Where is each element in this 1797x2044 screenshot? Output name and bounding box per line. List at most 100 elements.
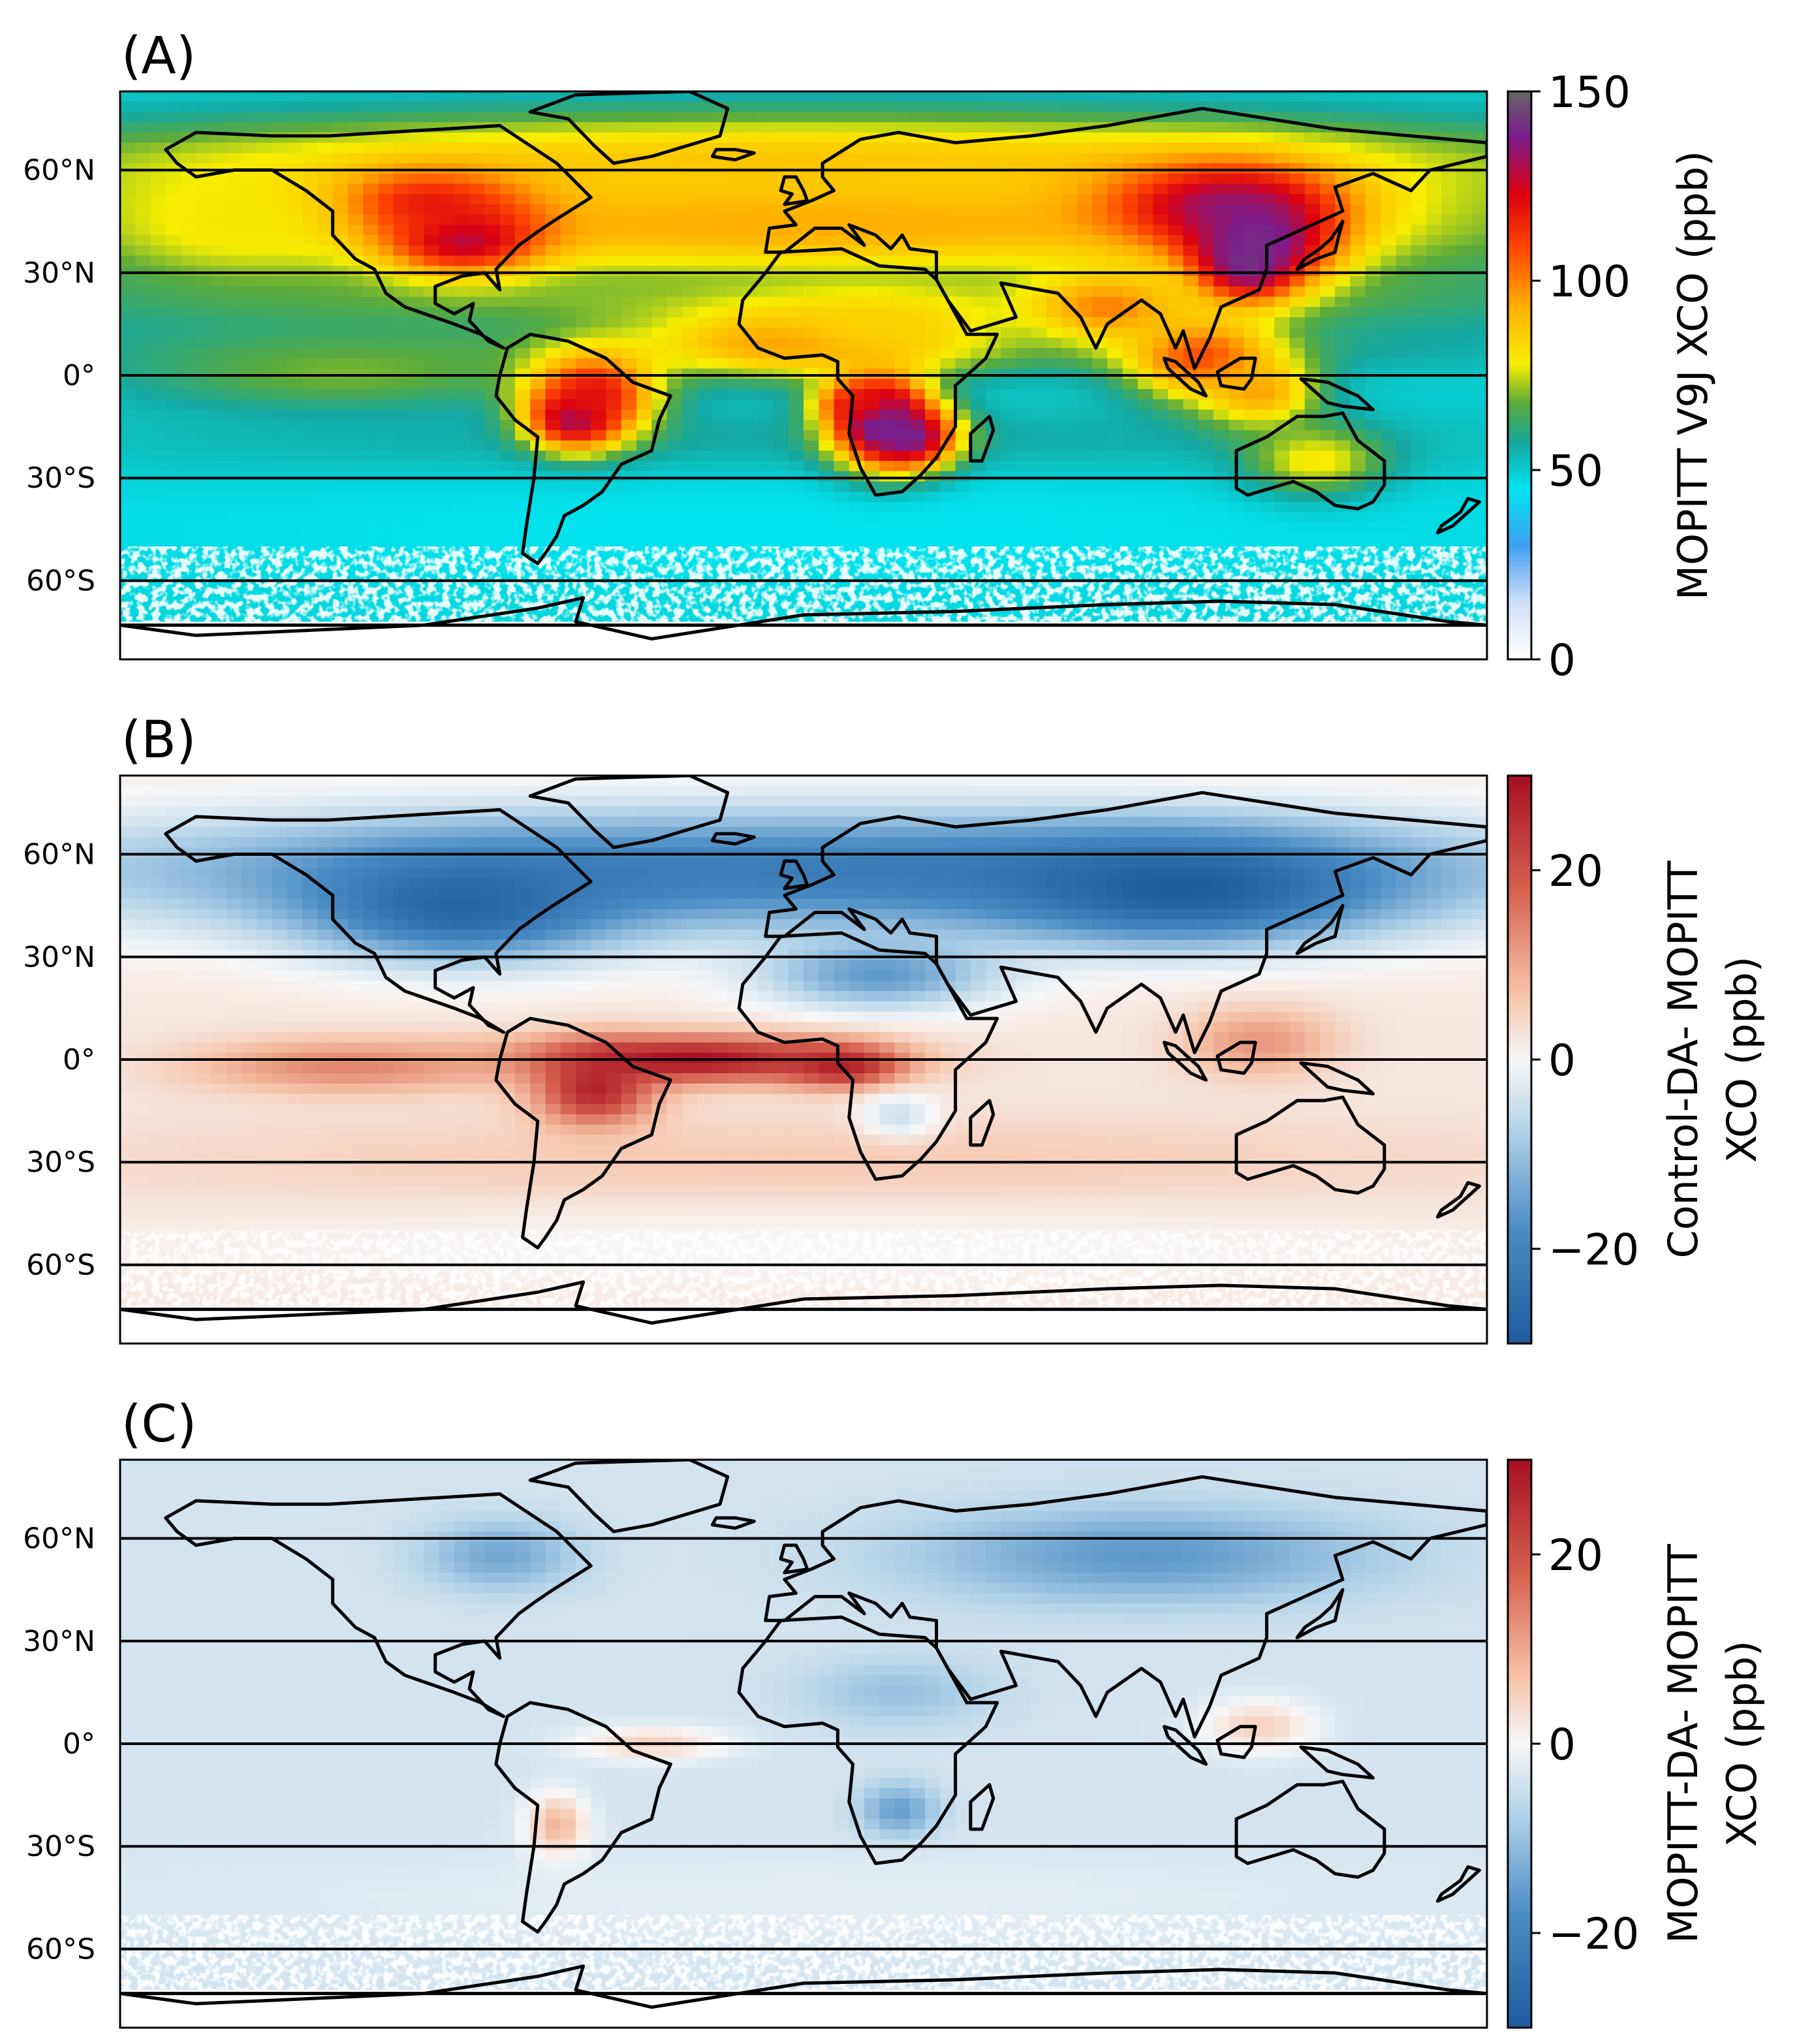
heatmap-cell <box>651 194 668 205</box>
heatmap-cell <box>150 358 166 369</box>
heatmap-cell <box>804 163 819 174</box>
heatmap-cell <box>302 286 319 297</box>
heatmap-cell <box>424 471 440 482</box>
heatmap-cell <box>545 307 561 318</box>
heatmap-cell <box>636 194 652 205</box>
heatmap-cell <box>742 776 758 787</box>
heatmap-cell <box>211 307 227 318</box>
heatmap-cell <box>469 235 485 246</box>
heatmap-cell <box>226 461 242 472</box>
heatmap-cell <box>955 358 971 369</box>
heatmap-cell <box>1441 420 1458 431</box>
heatmap-cell <box>666 420 683 431</box>
heatmap-cell <box>576 389 591 400</box>
heatmap-cell <box>1441 409 1458 420</box>
heatmap-cell <box>712 163 728 174</box>
heatmap-cell <box>484 204 501 215</box>
heatmap-cell <box>576 461 591 472</box>
heatmap-cell <box>1456 214 1473 225</box>
heatmap-cell <box>1137 327 1153 338</box>
heatmap-cell <box>879 142 896 153</box>
heatmap-cell <box>804 533 819 544</box>
heatmap-cell <box>1168 471 1184 482</box>
heatmap-cell <box>986 163 1002 174</box>
heatmap-cell <box>651 276 668 287</box>
heatmap-cell <box>226 358 242 369</box>
heatmap-cell <box>181 183 196 195</box>
heatmap-cell <box>120 512 136 523</box>
heatmap-cell <box>287 286 303 297</box>
heatmap-cell <box>986 776 1002 787</box>
heatmap-cell <box>1274 358 1290 369</box>
heatmap-cell <box>986 153 1002 164</box>
heatmap-cell <box>697 214 713 225</box>
heatmap-cell <box>1441 471 1458 482</box>
heatmap-cell <box>1076 173 1093 185</box>
heatmap-cell <box>1031 358 1047 369</box>
heatmap-cell <box>1456 142 1473 153</box>
heatmap-cell <box>576 327 591 338</box>
heatmap-cell <box>181 225 196 236</box>
heatmap-cell <box>165 348 181 359</box>
heatmap-cell <box>1016 533 1032 544</box>
heatmap-cell <box>348 471 364 482</box>
heatmap-cell <box>804 317 819 328</box>
heatmap-cell <box>1031 389 1047 400</box>
heatmap-cell <box>211 245 227 257</box>
heatmap-cell <box>1001 471 1017 482</box>
heatmap-cell <box>530 214 546 225</box>
heatmap-cell <box>1061 368 1078 379</box>
heatmap-cell <box>348 461 364 472</box>
heatmap-cell <box>773 399 789 410</box>
heatmap-cell <box>135 389 151 400</box>
heatmap-cell <box>1016 430 1032 441</box>
heatmap-cell <box>606 225 622 236</box>
heatmap-cell <box>788 471 804 482</box>
heatmap-cell <box>712 471 728 482</box>
heatmap-cell <box>879 348 896 359</box>
heatmap-cell <box>1168 235 1184 246</box>
coastline-madagascar <box>969 415 995 463</box>
heatmap-cell <box>834 471 850 482</box>
heatmap-cell <box>986 235 1002 246</box>
heatmap-cell <box>332 317 349 328</box>
heatmap-cell <box>1107 450 1123 462</box>
heatmap-cell <box>788 450 804 462</box>
heatmap-cell <box>788 420 804 431</box>
heatmap-cell <box>196 317 212 328</box>
heatmap-cell <box>242 327 257 338</box>
heatmap-cell <box>986 307 1002 318</box>
heatmap-cell <box>287 492 303 503</box>
heatmap-cell <box>697 522 713 533</box>
heatmap-cell <box>1092 194 1108 205</box>
heatmap-cell <box>1441 368 1458 379</box>
heatmap-cell <box>242 533 257 544</box>
heatmap-cell <box>348 183 364 195</box>
heatmap-cell <box>1213 286 1230 297</box>
heatmap-cell <box>1274 101 1290 112</box>
heatmap-cell <box>1016 796 1032 807</box>
heatmap-cell <box>1381 91 1396 102</box>
heatmap-cell <box>287 122 303 133</box>
heatmap-cell <box>1441 785 1458 796</box>
heatmap-cell <box>332 796 349 807</box>
heatmap-cell <box>499 173 516 185</box>
heatmap-cell <box>211 399 227 410</box>
heatmap-cell <box>317 522 334 533</box>
heatmap-cell <box>834 183 850 195</box>
heatmap-cell <box>348 204 364 215</box>
heatmap-cell <box>1076 348 1093 359</box>
heatmap-cell <box>1092 389 1108 400</box>
heatmap-cell <box>211 327 227 338</box>
heatmap-cell <box>302 91 319 102</box>
heatmap-cell <box>1320 317 1336 328</box>
heatmap-cell <box>849 492 865 503</box>
heatmap-cell <box>1411 776 1427 787</box>
heatmap-cell <box>591 409 607 420</box>
heatmap-cell <box>970 225 986 236</box>
heatmap-cell <box>257 204 273 215</box>
heatmap-cell <box>909 522 926 533</box>
heatmap-cell <box>819 430 835 441</box>
heatmap-cell <box>454 91 470 102</box>
